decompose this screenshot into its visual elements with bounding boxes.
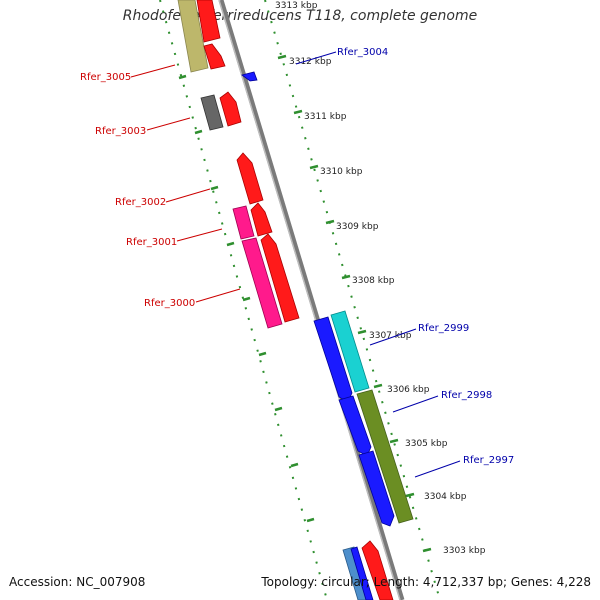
accession-text: Accession: NC_007908 <box>9 575 146 589</box>
gene-label-rfer-3000[interactable]: Rfer_3000 <box>144 298 195 309</box>
genome-backbone <box>218 0 405 600</box>
gene-label-rfer-2997[interactable]: Rfer_2997 <box>463 455 514 466</box>
callout-line <box>392 395 439 413</box>
scale-label-3311: 3311 kbp <box>304 112 347 122</box>
gene-feature-rfer-3003[interactable] <box>200 94 224 131</box>
gene-feature-rfer-3002[interactable] <box>236 152 264 205</box>
left-gene-labels: Rfer_3005 Rfer_3003 Rfer_3002 Rfer_3001 … <box>80 64 241 309</box>
left-major-ticks <box>178 74 315 523</box>
gene-feature-red-b[interactable] <box>203 43 226 70</box>
gene-feature-blue-b[interactable] <box>338 395 372 457</box>
gene-label-rfer-3005[interactable]: Rfer_3005 <box>80 72 131 83</box>
gene-label-rfer-2998[interactable]: Rfer_2998 <box>441 390 492 401</box>
scale-label-3313: 3313 kbp <box>275 1 318 11</box>
gene-label-rfer-3004[interactable]: Rfer_3004 <box>337 47 388 58</box>
scale-label-3305: 3305 kbp <box>405 439 448 449</box>
gene-feature-rfer-2999[interactable] <box>330 310 370 393</box>
gene-feature-red-e[interactable] <box>260 233 300 323</box>
scale-label-3309: 3309 kbp <box>336 222 379 232</box>
callout-line <box>195 288 241 303</box>
gene-label-rfer-3002[interactable]: Rfer_3002 <box>115 197 166 208</box>
genome-backbone-highlight <box>218 0 401 600</box>
callout-line <box>165 188 211 203</box>
scale-label-3306: 3306 kbp <box>387 385 430 395</box>
gene-feature-blue-c[interactable] <box>350 546 374 600</box>
major-ticks <box>277 54 432 553</box>
gene-feature-rfer-3005[interactable] <box>177 0 209 73</box>
scale-label-3307: 3307 kbp <box>369 331 412 341</box>
genome-summary-text: Topology: circular; Length: 4,712,337 bp… <box>261 575 591 589</box>
callout-line <box>130 64 176 78</box>
scale-label-3303: 3303 kbp <box>443 546 486 556</box>
gene-feature-rfer-3004[interactable] <box>241 71 258 82</box>
forward-genes <box>177 0 300 329</box>
gene-feature-rfer-2998[interactable] <box>356 389 414 524</box>
callout-line <box>295 51 337 65</box>
scale-label-3310: 3310 kbp <box>320 167 363 177</box>
scale-label-3312: 3312 kbp <box>289 57 332 67</box>
scale-label-3308: 3308 kbp <box>352 276 395 286</box>
callout-line <box>369 328 417 346</box>
gene-feature-rfer-3001[interactable] <box>232 205 255 240</box>
callout-line <box>146 117 191 131</box>
gene-feature-rfer-3000[interactable] <box>241 237 283 329</box>
gene-feature-red-a[interactable] <box>196 0 221 43</box>
gene-feature-red-f[interactable] <box>361 540 394 600</box>
scale-label-3304: 3304 kbp <box>424 492 467 502</box>
gene-feature-red-d[interactable] <box>250 202 273 237</box>
gene-label-rfer-2999[interactable]: Rfer_2999 <box>418 323 469 334</box>
scale-labels: 3313 kbp 3312 kbp 3311 kbp 3310 kbp 3309… <box>275 1 486 556</box>
callout-line <box>176 228 223 242</box>
reverse-genes <box>241 71 414 600</box>
gene-feature-rfer-2997[interactable] <box>358 450 395 527</box>
gene-label-rfer-3001[interactable]: Rfer_3001 <box>126 237 177 248</box>
gene-feature-red-c[interactable] <box>219 91 242 127</box>
gene-label-rfer-3003[interactable]: Rfer_3003 <box>95 126 146 137</box>
callout-line <box>414 460 461 478</box>
right-gene-labels: Rfer_3004 Rfer_2999 Rfer_2998 Rfer_2997 <box>295 47 514 478</box>
